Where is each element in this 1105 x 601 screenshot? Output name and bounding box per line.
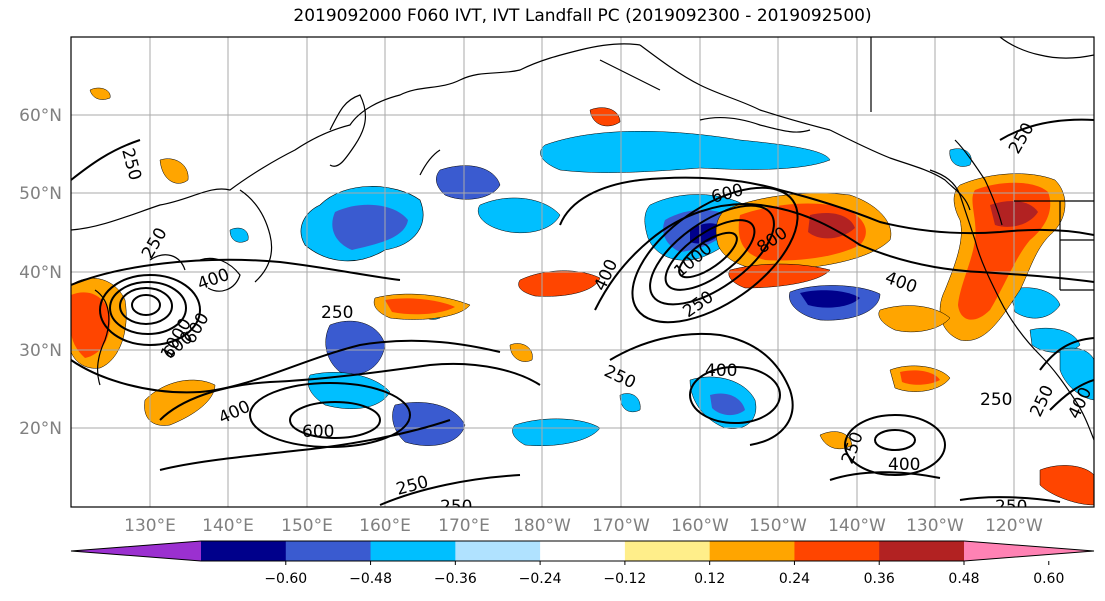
colorbar-segment <box>455 541 541 561</box>
colorbar-tick-label: −0.36 <box>434 571 477 587</box>
colorbar-segment <box>624 541 711 561</box>
lon-tick-label: 140°E <box>202 516 254 536</box>
lat-tick-label: 20°N <box>19 419 62 439</box>
latitude-axis: 60°N 50°N 40°N 30°N 20°N <box>19 106 62 439</box>
colorbar-tick-label: 0.36 <box>864 571 895 587</box>
lon-tick-label: 150°W <box>749 516 807 536</box>
colorbar-segment <box>540 541 626 561</box>
colorbar: −0.60 −0.48 −0.36 −0.24 −0.12 0.12 0.24 0.36 0.4… <box>70 540 1095 587</box>
lon-tick-label: 140°W <box>828 516 886 536</box>
lon-tick-label: 170°W <box>592 516 650 536</box>
lat-tick-label: 40°N <box>19 263 62 283</box>
colorbar-tick-label: 0.24 <box>779 571 810 587</box>
colorbar-segment <box>794 541 880 561</box>
contour-label: 250 <box>995 497 1027 517</box>
contour-label: 250 <box>980 390 1012 410</box>
colorbar-segment <box>370 541 456 561</box>
colorbar-segment <box>709 541 795 561</box>
contour-label: 250 <box>440 497 472 517</box>
colorbar-segment <box>879 541 965 561</box>
colorbar-outline <box>70 540 1095 562</box>
lat-tick-label: 50°N <box>19 184 62 204</box>
ivt-contours <box>71 118 1094 506</box>
contour-label: 400 <box>705 361 737 381</box>
colorbar-over-extension <box>964 541 1094 561</box>
colorbar-tick-label: 0.48 <box>948 571 979 587</box>
colorbar-tick-label: 0.60 <box>1033 571 1064 587</box>
lon-tick-label: 180°W <box>513 516 571 536</box>
lat-tick-label: 60°N <box>19 106 62 126</box>
contour-label: 400 <box>888 455 920 475</box>
colorbar-segment <box>201 541 287 561</box>
lon-tick-label: 160°E <box>359 516 411 536</box>
colorbar-tick-label: −0.60 <box>264 571 307 587</box>
coastlines <box>71 37 1094 441</box>
lon-tick-label: 130°E <box>124 516 176 536</box>
lon-tick-label: 120°W <box>985 516 1043 536</box>
lon-tick-label: 130°W <box>906 516 964 536</box>
lon-tick-label: 170°E <box>438 516 490 536</box>
contour-label: 250 <box>321 303 353 323</box>
lon-tick-label: 160°W <box>671 516 729 536</box>
map-gridlines <box>71 37 1094 507</box>
colorbar-under-extension <box>71 541 201 561</box>
contour-label: 600 <box>302 422 334 442</box>
map-title: 2019092000 F060 IVT, IVT Landfall PC (20… <box>293 6 872 26</box>
colorbar-tick-label: −0.48 <box>349 571 392 587</box>
longitude-axis: 130°E 140°E 150°E 160°E 170°E 180°W 170°… <box>124 516 1043 536</box>
lat-tick-label: 30°N <box>19 341 62 361</box>
colorbar-segment <box>285 541 372 561</box>
map-frame <box>70 36 1095 508</box>
colorbar-tick-label: −0.24 <box>519 571 562 587</box>
colorbar-tick-label: 0.12 <box>694 571 725 587</box>
lon-tick-label: 150°E <box>281 516 333 536</box>
colorbar-tick-label: −0.12 <box>603 571 646 587</box>
